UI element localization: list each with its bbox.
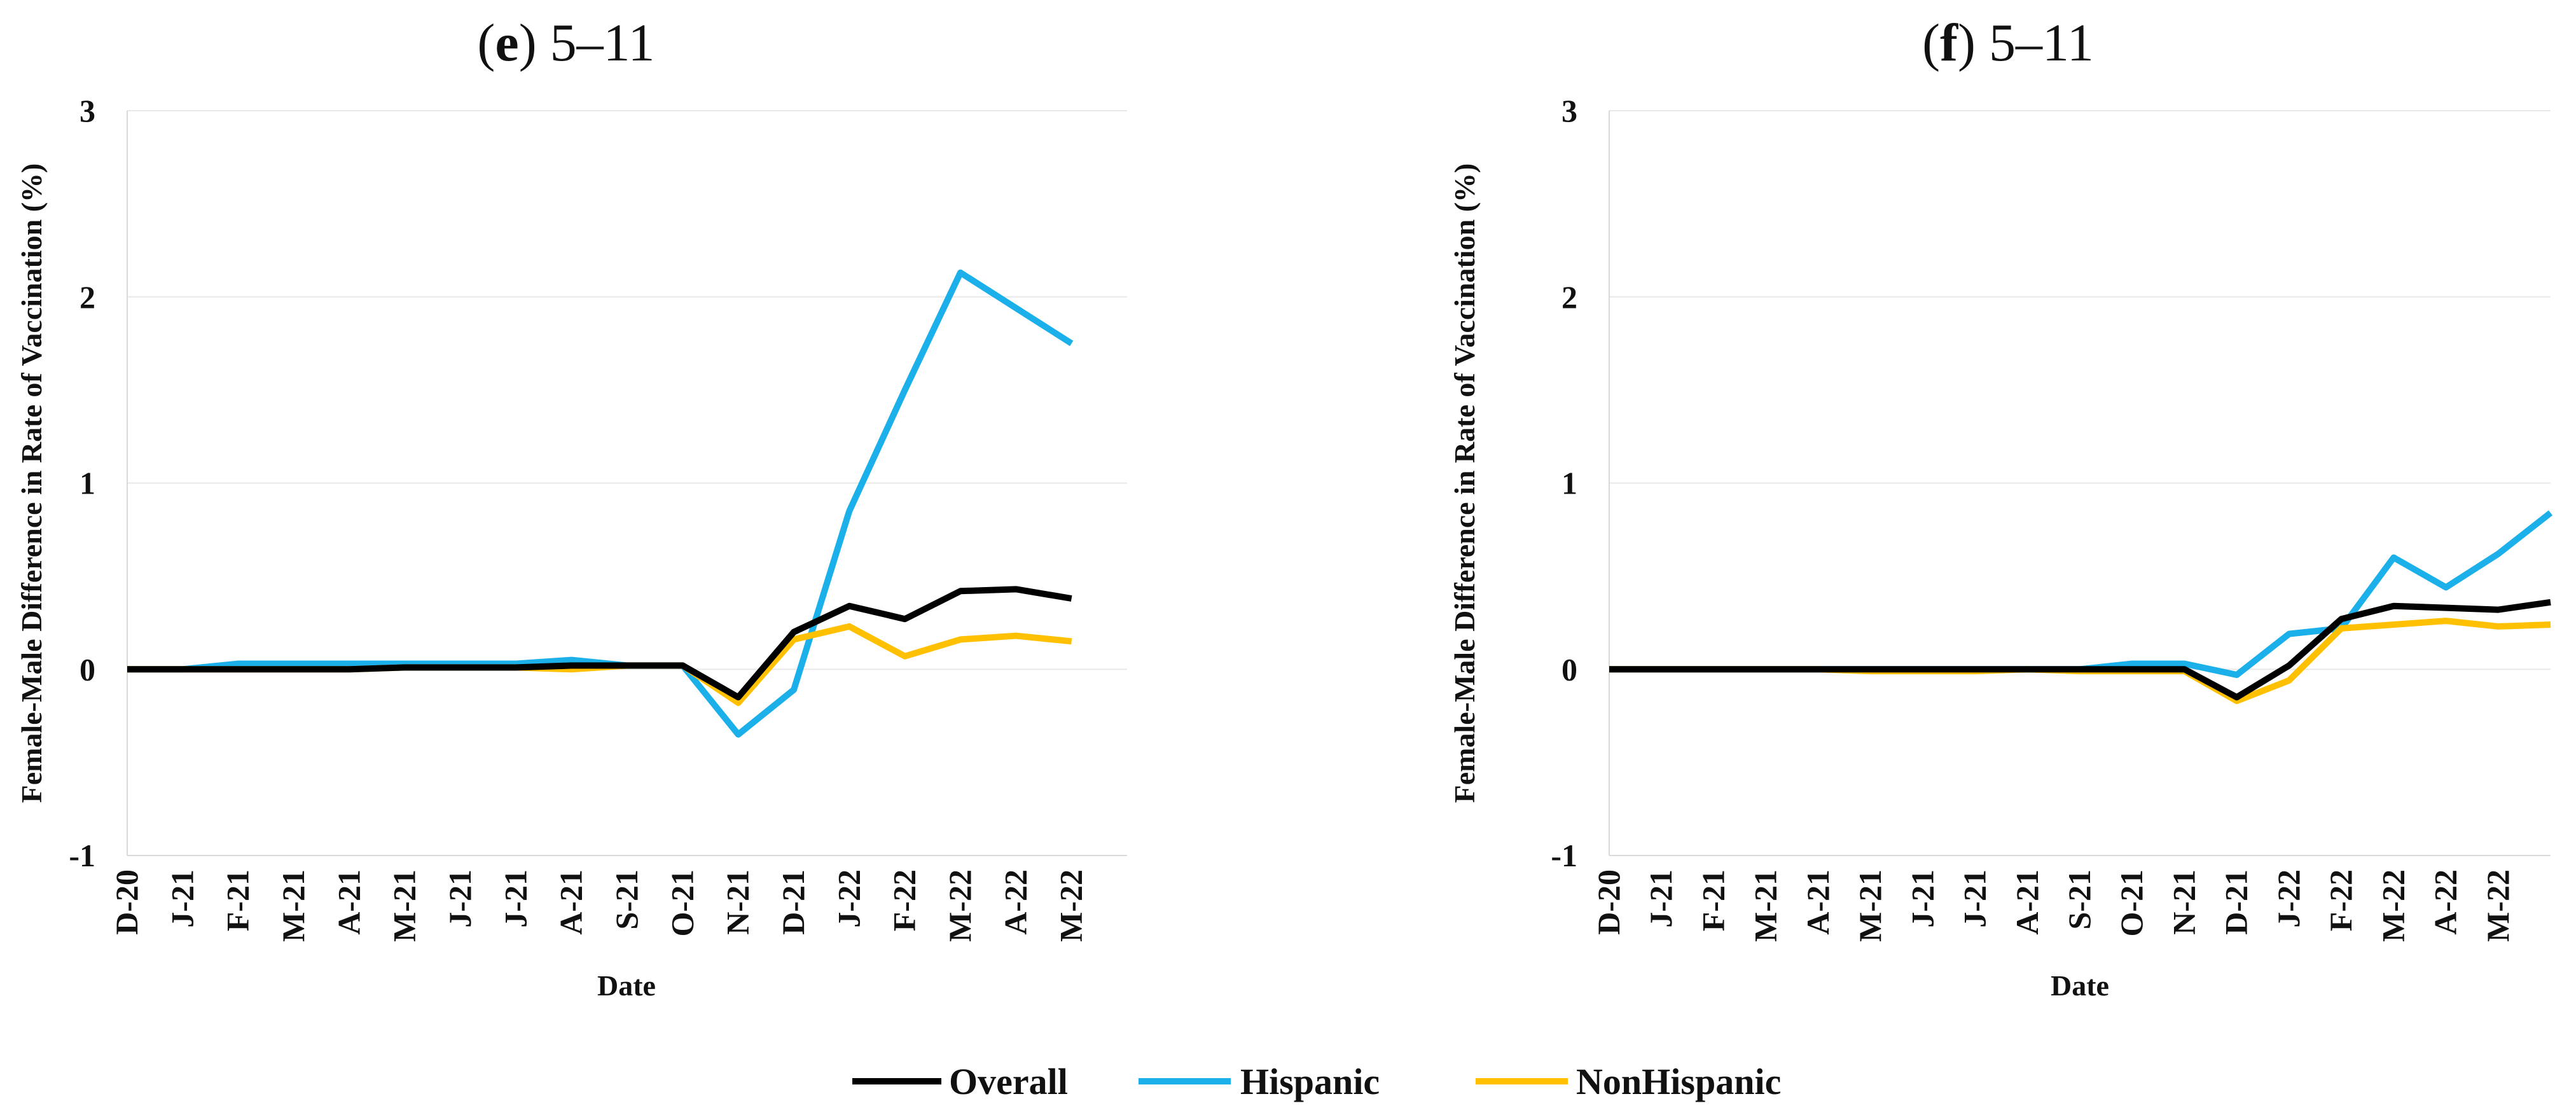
chart-title: (e) 5–11 (477, 13, 654, 73)
chart-title: (f) 5–11 (1922, 13, 2094, 73)
x-tick-label: A-21 (1800, 869, 1836, 935)
x-tick-label: M-21 (387, 869, 422, 942)
x-tick-label: M-22 (2375, 869, 2411, 942)
x-tick-label: A-22 (2428, 869, 2463, 935)
x-tick-label: M-21 (1748, 869, 1783, 942)
y-tick-label: 3 (80, 93, 95, 128)
legend-label-overall: Overall (949, 1061, 1068, 1102)
x-tick-label: J-21 (1643, 869, 1679, 928)
x-tick-label: A-22 (997, 869, 1033, 935)
series-line-overall (127, 586, 1072, 701)
x-tick-label: J-21 (442, 869, 478, 928)
y-tick-label: 0 (80, 651, 95, 687)
x-tick-label: O-21 (2114, 869, 2149, 937)
x-tick-label: J-22 (831, 869, 866, 928)
x-tick-label: S-21 (2061, 869, 2097, 929)
y-tick-label: 0 (1562, 651, 1577, 687)
x-tick-label: J-21 (497, 869, 533, 928)
x-axis-label: Date (597, 969, 656, 1002)
series-line-hispanic (1609, 510, 2553, 679)
y-tick-label: 2 (80, 279, 95, 315)
x-tick-label: F-21 (220, 869, 256, 931)
x-tick-label: F-21 (1695, 869, 1731, 931)
y-tick-label: -1 (69, 838, 95, 873)
x-tick-label: J-21 (164, 869, 200, 928)
x-tick-label: J-21 (1904, 869, 1940, 928)
x-tick-label: A-21 (331, 869, 366, 935)
y-tick-label: 1 (80, 466, 95, 501)
legend-label-nonhispanic: NonHispanic (1576, 1061, 1781, 1102)
x-tick-label: F-22 (887, 869, 922, 931)
x-tick-label: J-21 (1957, 869, 1993, 928)
x-tick-label: J-22 (2271, 869, 2306, 928)
x-tick-label: M-21 (1852, 869, 1888, 942)
y-axis-label: Female-Male Difference in Rate of Vaccin… (1448, 163, 1481, 803)
x-tick-label: D-21 (775, 869, 811, 935)
series-line-nonhispanic (1609, 618, 2551, 705)
x-tick-label: A-21 (2009, 869, 2045, 935)
x-tick-label: M-21 (275, 869, 311, 942)
y-tick-label: 3 (1562, 93, 1577, 128)
x-tick-label: O-21 (664, 869, 700, 937)
x-tick-label: D-21 (2219, 869, 2254, 935)
y-axis-label: Female-Male Difference in Rate of Vaccin… (15, 163, 48, 803)
legend: Overall Hispanic NonHispanic (852, 1061, 1781, 1102)
x-tick-label: N-21 (2166, 869, 2201, 935)
y-tick-label: 2 (1562, 279, 1577, 315)
x-tick-label: M-22 (2480, 869, 2516, 942)
y-tick-label: -1 (1551, 838, 1577, 873)
x-tick-label: F-22 (2323, 869, 2358, 931)
x-tick-label: S-21 (609, 869, 644, 929)
chart-panel-e: (e) 5–11 -1 0 1 2 3 D-20 J-21 F-21 M-21 A-21 M-21 J-… (15, 13, 1127, 1002)
legend-label-hispanic: Hispanic (1240, 1061, 1380, 1102)
x-tick-label: M-22 (1053, 869, 1089, 942)
x-tick-label: M-22 (942, 869, 978, 942)
x-tick-label: D-20 (109, 869, 144, 935)
y-tick-label: 1 (1562, 466, 1577, 501)
series-line-overall (1609, 599, 2551, 701)
chart-panel-f: (f) 5–11 -1 0 1 2 3 D-20 J-21 F-21 M-21 A-21 M-21 J-… (1448, 13, 2553, 1002)
x-tick-label: N-21 (720, 869, 756, 935)
x-tick-label: A-21 (553, 869, 589, 935)
x-axis-label: Date (2051, 969, 2109, 1002)
x-tick-label: D-20 (1591, 869, 1626, 935)
